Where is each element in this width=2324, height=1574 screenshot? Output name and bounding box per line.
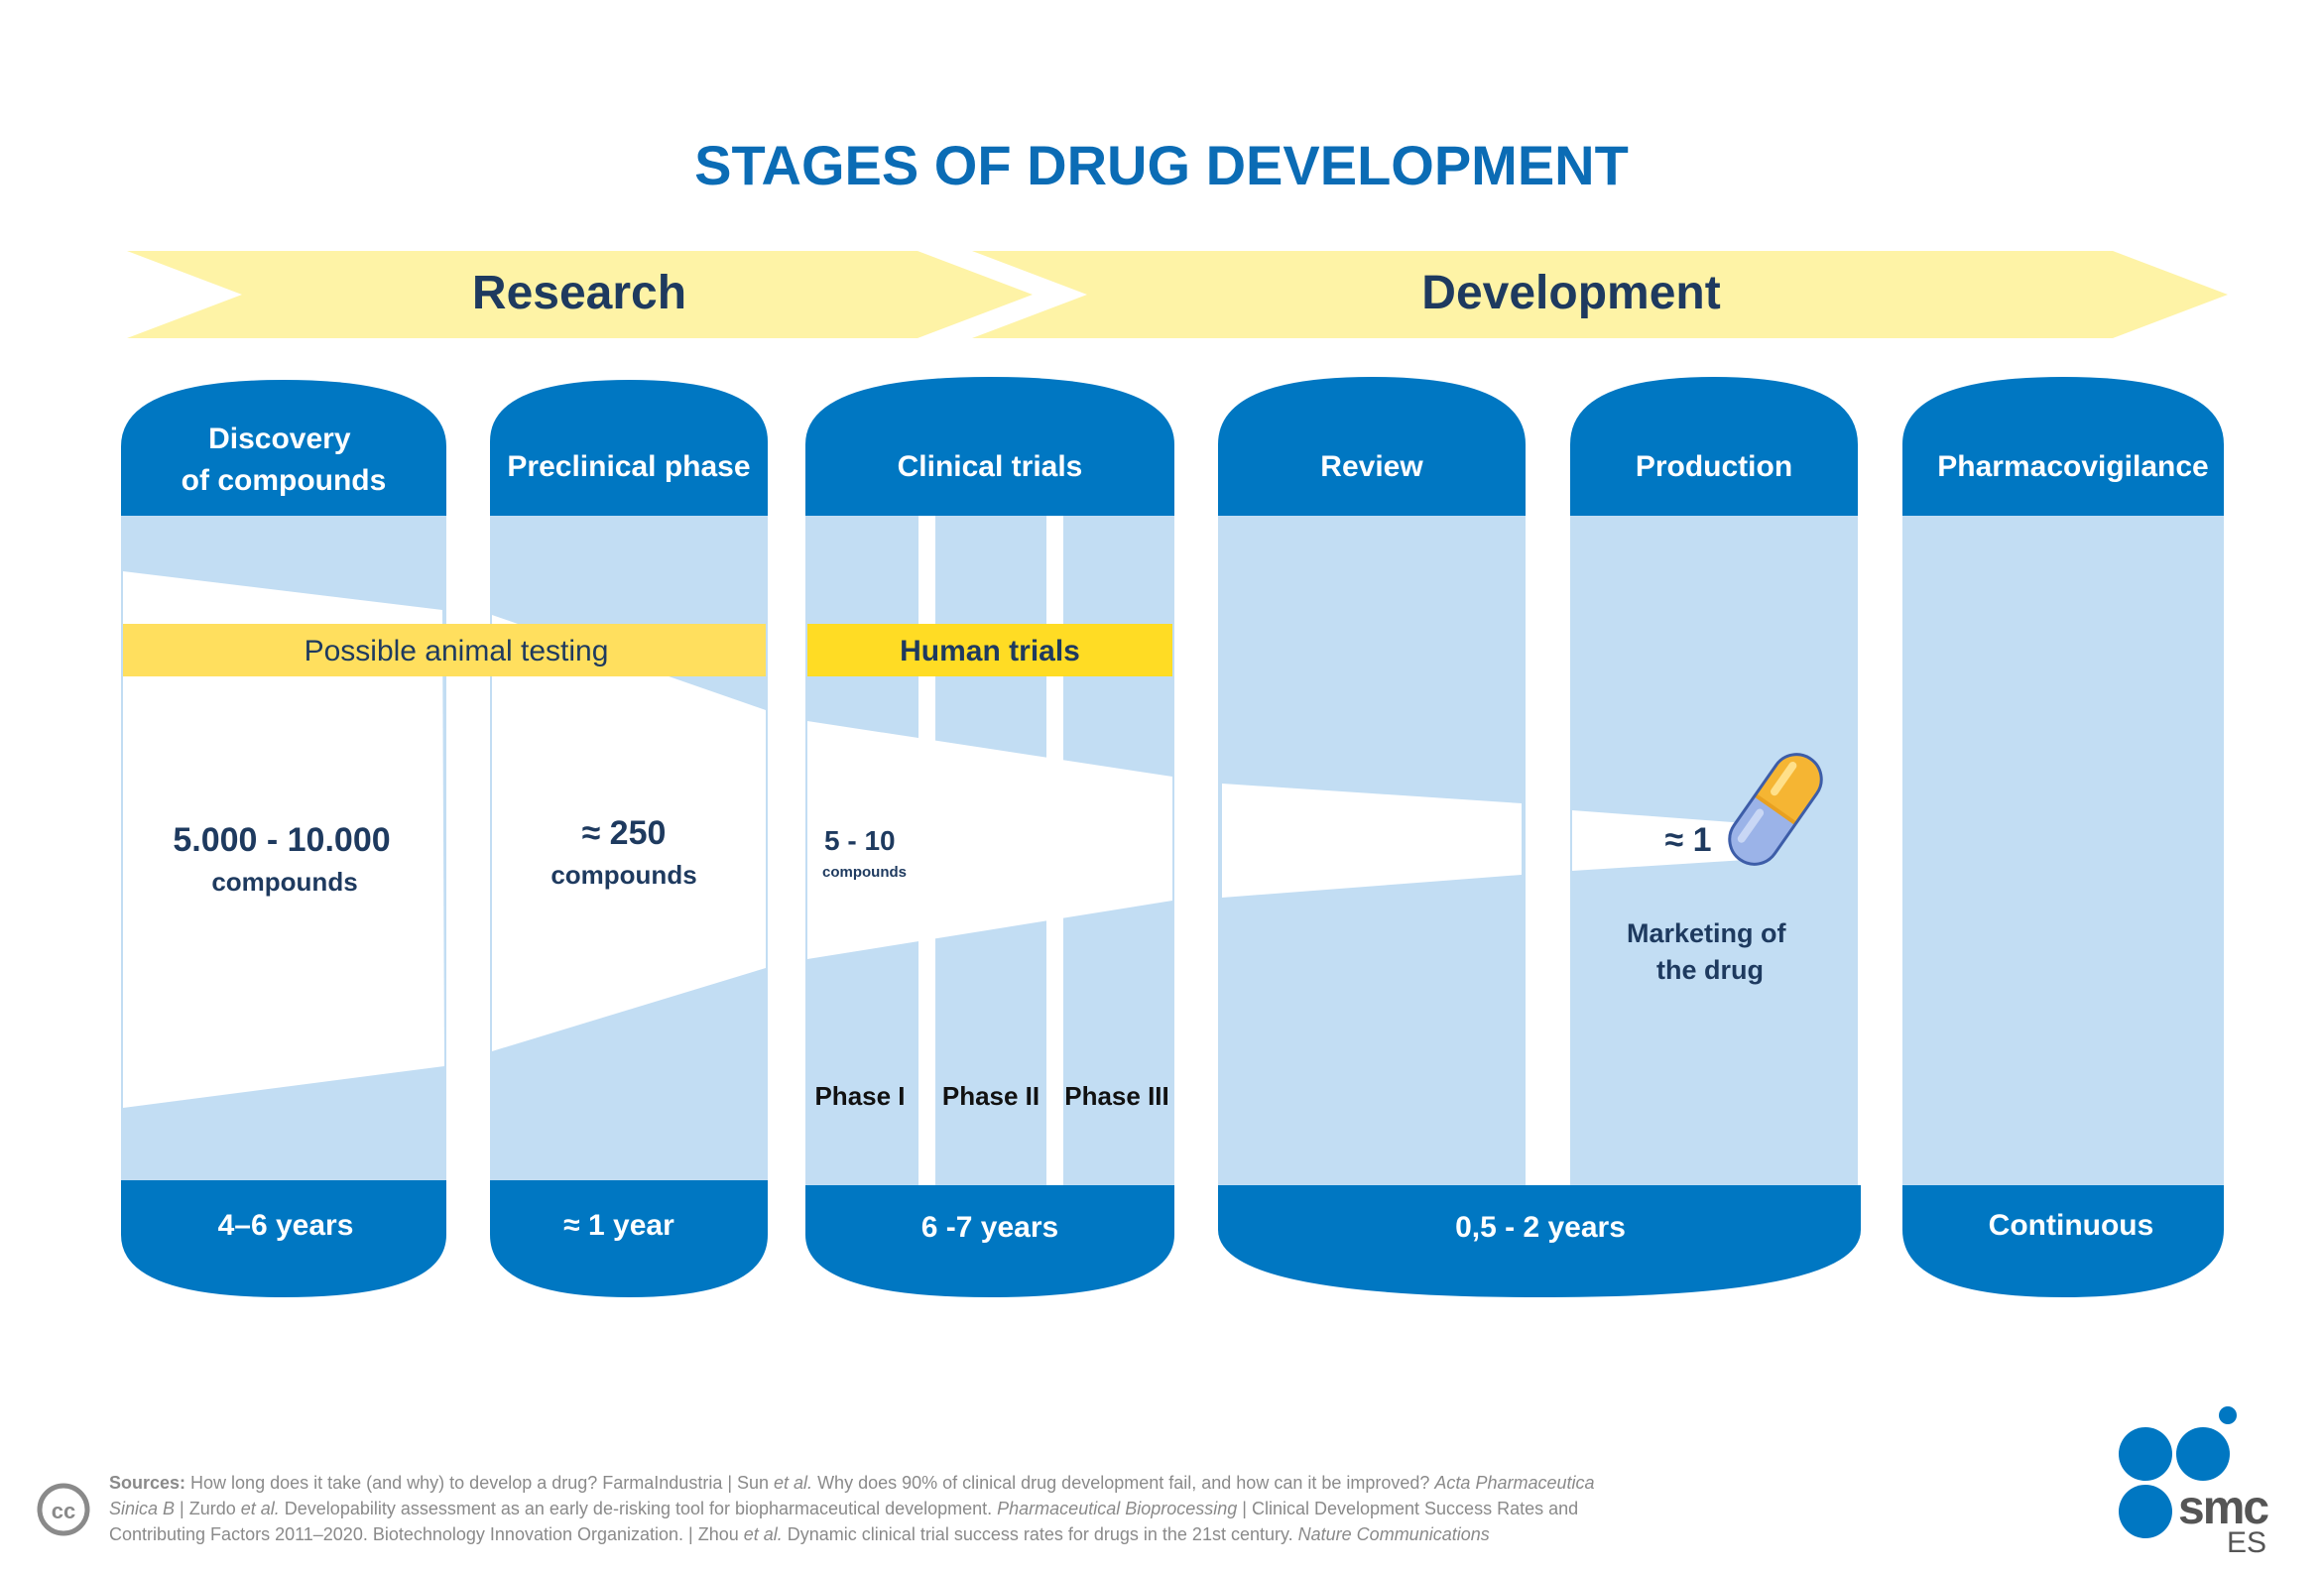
discovery-cap-bottom <box>121 1180 446 1297</box>
phase-label-1: Phase I <box>814 1081 905 1111</box>
preclinical-cap-bottom <box>490 1180 768 1297</box>
clinical-cap-bottom <box>805 1185 1174 1297</box>
pharmacovigilance-panel <box>1902 514 2224 1188</box>
research-band <box>127 251 1033 338</box>
animal-testing-label: Possible animal testing <box>305 635 609 667</box>
funnel-preclinical <box>492 615 766 1051</box>
logo-dot-3 <box>2119 1485 2172 1538</box>
logo-dot-small <box>2219 1406 2237 1424</box>
funnel-production <box>1572 810 1746 871</box>
human-trials-label: Human trials <box>900 635 1080 667</box>
preclinical-unit: compounds <box>550 860 696 890</box>
phase-labels: Phase I Phase II Phase III <box>814 1081 1168 1111</box>
logo-dot-1 <box>2119 1427 2172 1481</box>
discovery-duration: 4–6 years <box>218 1209 354 1242</box>
preclinical-cap-top <box>490 380 768 516</box>
pharmacovigilance-label: Pharmacovigilance <box>1937 450 2208 483</box>
clinical-label: Clinical trials <box>898 450 1083 483</box>
phase-gap-2 <box>1046 514 1063 1188</box>
discovery-label: Discovery of compounds <box>182 423 387 497</box>
review-cap-top <box>1218 377 1526 516</box>
clinical-count: 5 - 10 <box>824 825 896 856</box>
smc-logo: smc ES <box>2119 1406 2270 1559</box>
sources-line-3: Contributing Factors 2011–2020. Biotechn… <box>109 1524 1490 1544</box>
preclinical-duration: ≈ 1 year <box>563 1209 674 1242</box>
preclinical-label: Preclinical phase <box>507 450 750 483</box>
pharmacovigilance-cap-top <box>1902 377 2224 516</box>
preclinical-count: ≈ 250 <box>582 814 667 852</box>
pharmacovigilance-cap-bottom <box>1902 1185 2224 1297</box>
clinical-cap-top <box>805 377 1174 516</box>
svg-text:cc: cc <box>52 1499 75 1523</box>
animal-testing-bar <box>123 624 766 676</box>
development-band-label: Development <box>1421 267 1720 319</box>
discovery-count: 5.000 - 10.000 <box>173 821 390 859</box>
review-label: Review <box>1320 450 1423 483</box>
production-label: Production <box>1636 450 1792 483</box>
discovery-unit: compounds <box>211 867 357 897</box>
cc-license-icon: cc <box>37 1483 90 1536</box>
clinical-unit: compounds <box>822 864 907 881</box>
funnel-review <box>1222 784 1522 898</box>
production-count: ≈ 1 <box>1664 821 1711 859</box>
discovery-cap-top <box>121 380 446 516</box>
research-band-label: Research <box>472 267 686 319</box>
review-production-cap-bottom <box>1218 1185 1861 1297</box>
phase-label-3: Phase III <box>1064 1081 1169 1111</box>
phase-gap-1 <box>918 514 935 1188</box>
logo-subtext: ES <box>2227 1526 2266 1559</box>
pharmacovigilance-duration: Continuous <box>1989 1209 2154 1242</box>
page-title: STAGES OF DRUG DEVELOPMENT <box>694 134 1629 196</box>
review-production-duration: 0,5 - 2 years <box>1455 1211 1626 1244</box>
funnel-discovery <box>123 571 444 1108</box>
development-band <box>972 251 2228 338</box>
production-marketing: Marketing of the drug <box>1627 918 1793 985</box>
logo-text: smc <box>2178 1482 2268 1534</box>
phase-label-2: Phase II <box>942 1081 1040 1111</box>
production-cap-top <box>1570 377 1858 516</box>
logo-dot-2 <box>2176 1427 2230 1481</box>
funnel-clinical <box>807 721 1172 959</box>
pill-icon <box>1728 753 1823 866</box>
sources-line-1: Sources: How long does it take (and why)… <box>109 1473 1595 1493</box>
clinical-duration: 6 -7 years <box>921 1211 1058 1244</box>
human-trials-bar <box>807 624 1172 676</box>
sources-line-2: Sinica B | Zurdo et al. Developability a… <box>109 1499 1578 1518</box>
